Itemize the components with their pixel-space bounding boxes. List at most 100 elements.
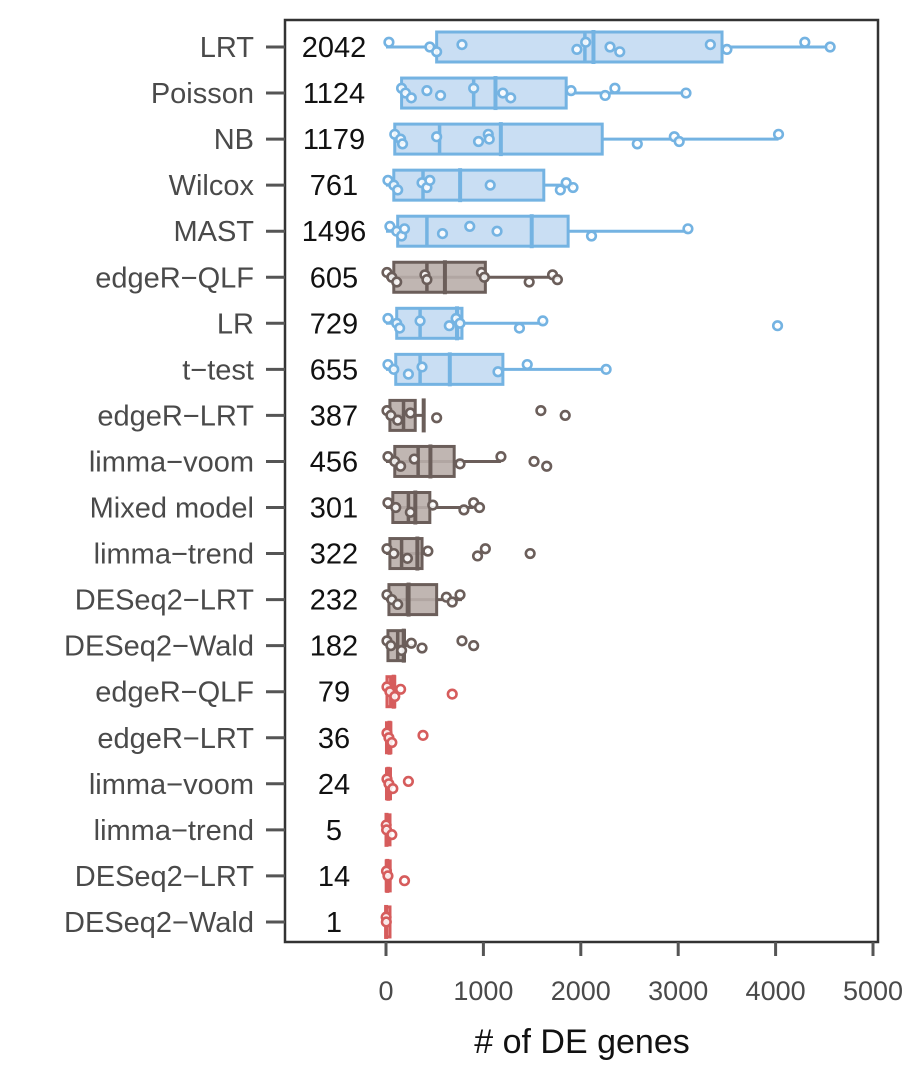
- data-point: [551, 274, 564, 286]
- data-point: [799, 36, 811, 48]
- data-point: [505, 92, 517, 104]
- data-point: [528, 455, 540, 468]
- box-iqr: [392, 260, 487, 294]
- data-point: [404, 407, 416, 419]
- box-iqr: [393, 444, 456, 478]
- data-point: [392, 598, 404, 611]
- data-point: [395, 683, 407, 695]
- boxplot-row-4: [382, 168, 579, 203]
- count-label: 5: [326, 815, 342, 847]
- boxplot-row-15: [381, 674, 458, 709]
- data-point: [443, 320, 455, 332]
- boxplot-row-12: [381, 536, 536, 571]
- data-point: [559, 409, 571, 422]
- x-tick-label: 3000: [648, 976, 708, 1006]
- x-tick-label: 1000: [453, 976, 513, 1006]
- plot-panel-border: [283, 18, 880, 944]
- category-label: DESeq2−Wald: [64, 631, 254, 663]
- category-label: LR: [217, 308, 254, 340]
- data-point: [495, 451, 507, 463]
- count-label: 1496: [302, 216, 367, 248]
- data-point: [387, 782, 399, 795]
- box-iqr: [396, 214, 570, 248]
- data-point: [468, 82, 480, 94]
- count-label: 1124: [303, 78, 365, 110]
- data-point: [473, 501, 486, 514]
- count-label: 14: [318, 861, 350, 893]
- data-point: [408, 453, 420, 465]
- data-point: [414, 315, 426, 327]
- data-point: [454, 458, 466, 470]
- category-labels: LRT Poisson NB Wilcox MAST edgeR−QLF LR t−test e…: [64, 32, 285, 939]
- boxplot-row-19: [380, 858, 411, 893]
- count-label: 456: [310, 446, 358, 478]
- category-label: t−test: [182, 354, 254, 386]
- data-point: [431, 46, 443, 58]
- data-point: [523, 276, 535, 288]
- data-point: [380, 916, 392, 928]
- data-point: [394, 322, 406, 334]
- data-point: [554, 184, 566, 196]
- data-point: [391, 276, 403, 288]
- data-point: [388, 547, 400, 560]
- data-point: [434, 89, 447, 102]
- category-label: Wilcox: [169, 170, 255, 202]
- plot-area: [283, 18, 880, 944]
- category-label: DESeq2−LRT: [75, 861, 254, 893]
- category-label: NB: [214, 124, 254, 156]
- boxplot-row-9: [381, 398, 571, 433]
- category-label: Poisson: [151, 78, 254, 110]
- data-point: [431, 412, 443, 424]
- count-label: 761: [310, 170, 358, 202]
- data-point: [771, 320, 784, 332]
- data-point: [479, 543, 491, 555]
- data-point: [456, 635, 468, 647]
- data-point: [389, 690, 401, 703]
- x-tick-label: 5000: [843, 976, 903, 1006]
- data-point: [386, 829, 398, 841]
- data-point: [604, 41, 616, 53]
- data-point: [404, 506, 416, 518]
- x-axis: 0 1000 2000 3000 4000 5000: [378, 942, 903, 1006]
- boxplot-row-3: [389, 122, 785, 157]
- data-point: [405, 92, 417, 104]
- category-label: LRT: [200, 32, 255, 64]
- count-label: 387: [310, 400, 358, 432]
- count-label: 301: [310, 493, 358, 525]
- data-point: [524, 547, 536, 560]
- x-tick-label: 0: [378, 976, 393, 1006]
- data-point: [421, 85, 433, 97]
- data-point: [497, 87, 509, 99]
- count-label: 655: [310, 354, 358, 386]
- data-point: [382, 870, 394, 882]
- data-point: [680, 87, 692, 99]
- data-point: [398, 223, 411, 235]
- data-point: [464, 220, 476, 232]
- count-label: 1: [326, 907, 342, 939]
- data-point: [398, 875, 411, 887]
- data-point: [599, 89, 611, 102]
- count-label: 24: [318, 769, 350, 801]
- data-point: [385, 640, 397, 652]
- data-point: [401, 552, 414, 564]
- box-iqr: [393, 122, 604, 156]
- data-point: [513, 322, 526, 334]
- boxplot-row-10: [382, 444, 553, 479]
- data-point: [472, 135, 485, 148]
- data-point: [436, 228, 449, 240]
- data-point: [468, 640, 480, 652]
- data-point: [478, 271, 490, 283]
- count-label: 79: [318, 677, 350, 709]
- boxplot-row-11: [382, 490, 486, 525]
- data-point: [567, 181, 579, 194]
- data-point: [416, 361, 428, 373]
- data-point: [600, 363, 612, 375]
- data-point: [614, 46, 626, 58]
- count-label: 2042: [302, 32, 367, 64]
- boxplot-row-8: [382, 352, 612, 387]
- data-point: [382, 312, 394, 325]
- data-point: [382, 497, 394, 509]
- category-label: DESeq2−LRT: [75, 585, 254, 617]
- data-point: [383, 36, 395, 48]
